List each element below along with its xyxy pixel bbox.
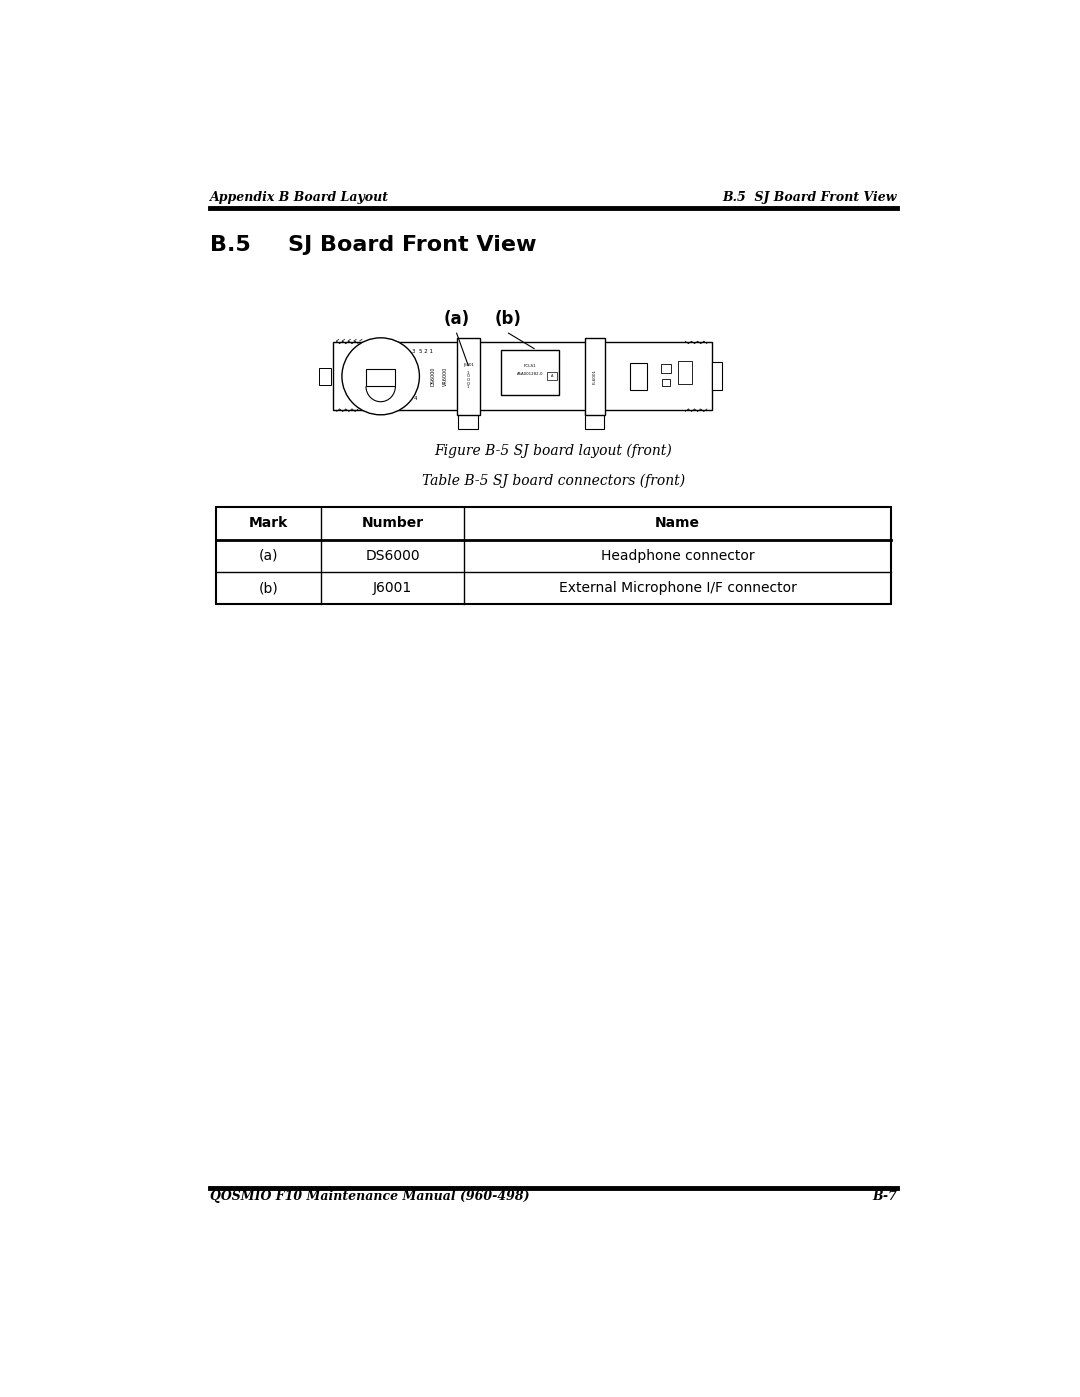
- Text: B.5: B.5: [211, 235, 251, 254]
- Bar: [661, 365, 671, 373]
- Text: QOSMIO F10 Maintenance Manual (960-498): QOSMIO F10 Maintenance Manual (960-498): [211, 1190, 529, 1203]
- Text: DS6000: DS6000: [365, 549, 420, 563]
- Bar: [216, 507, 891, 605]
- Bar: [501, 351, 559, 395]
- Bar: [678, 360, 692, 384]
- Text: DS6000: DS6000: [431, 366, 436, 386]
- Text: FCLS1: FCLS1: [524, 365, 537, 369]
- Text: B-7: B-7: [872, 1190, 896, 1203]
- Text: Figure B-5 SJ board layout (front): Figure B-5 SJ board layout (front): [434, 444, 673, 458]
- Text: Mark: Mark: [249, 517, 288, 531]
- Bar: [458, 411, 478, 429]
- Text: VR6000: VR6000: [443, 366, 447, 386]
- Text: Appendix B Board Layout: Appendix B Board Layout: [211, 191, 389, 204]
- Text: (a): (a): [444, 310, 470, 328]
- Text: 4: 4: [414, 395, 418, 401]
- Text: B.5  SJ Board Front View: B.5 SJ Board Front View: [723, 191, 896, 204]
- Bar: [333, 342, 713, 411]
- Bar: [585, 411, 604, 429]
- Bar: [366, 369, 395, 387]
- Text: Number: Number: [362, 517, 423, 531]
- Circle shape: [342, 338, 419, 415]
- Bar: [548, 373, 556, 380]
- Text: (b): (b): [495, 310, 522, 328]
- Text: External Microphone I/F connector: External Microphone I/F connector: [558, 581, 796, 595]
- Bar: [584, 338, 605, 415]
- Bar: [320, 367, 332, 384]
- Bar: [457, 338, 480, 415]
- Text: A5A001282-0: A5A001282-0: [517, 372, 543, 376]
- Bar: [631, 363, 647, 390]
- Text: Headphone connector: Headphone connector: [600, 549, 754, 563]
- Text: (a): (a): [259, 549, 279, 563]
- Text: FL6001: FL6001: [593, 369, 596, 384]
- Text: J6001

1
O
O
O
1: J6001 1 O O O 1: [462, 363, 474, 390]
- Text: A: A: [551, 374, 553, 379]
- Text: 3  5 2 1: 3 5 2 1: [411, 349, 433, 353]
- Text: SJ Board Front View: SJ Board Front View: [287, 235, 536, 254]
- Text: Name: Name: [654, 517, 700, 531]
- Bar: [713, 362, 721, 390]
- Text: Table B-5 SJ board connectors (front): Table B-5 SJ board connectors (front): [422, 474, 685, 488]
- Text: (b): (b): [259, 581, 279, 595]
- Text: J6001: J6001: [373, 581, 413, 595]
- Bar: [662, 379, 670, 387]
